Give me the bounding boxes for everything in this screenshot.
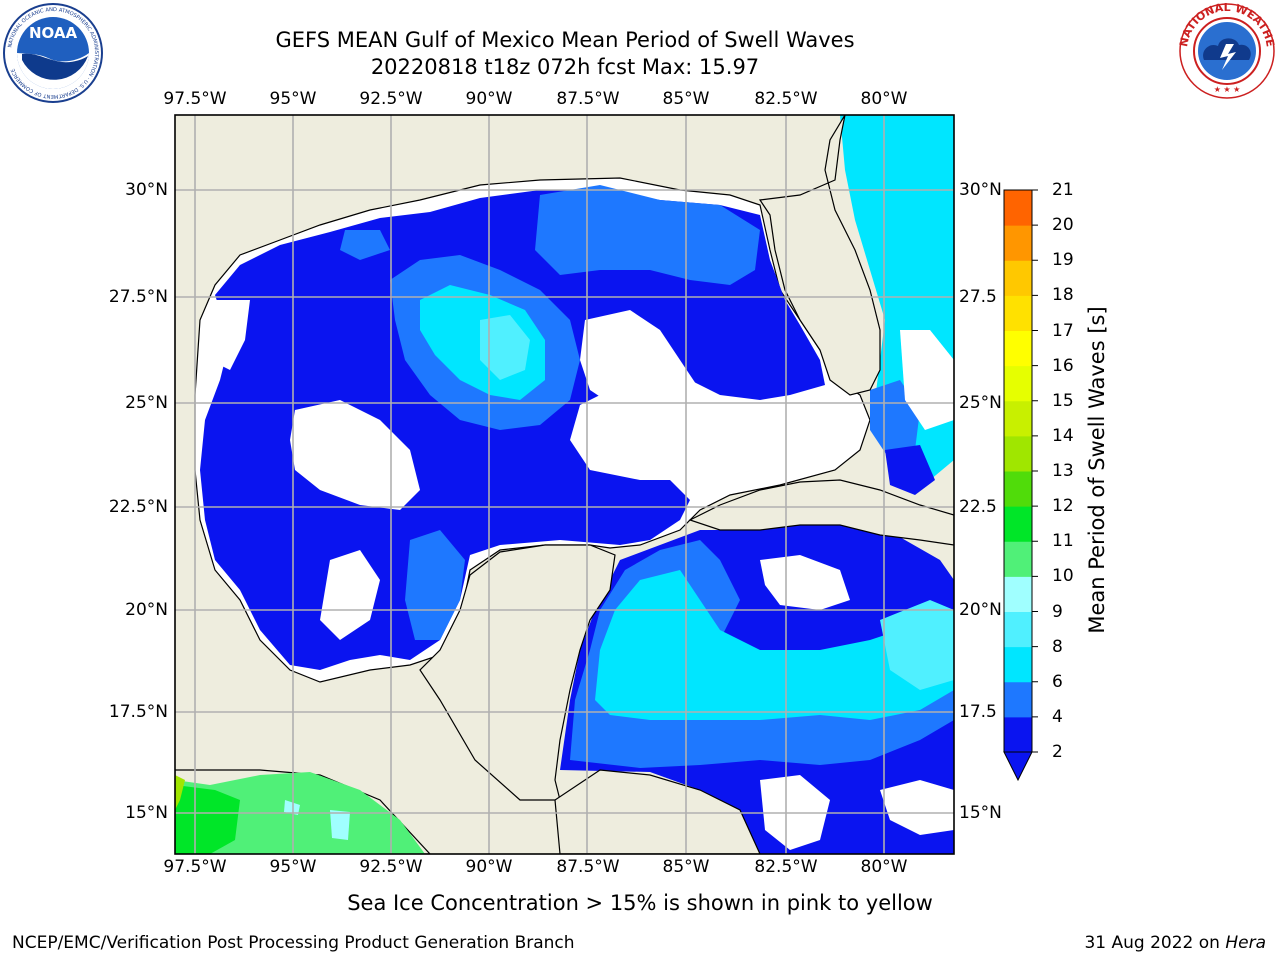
colorbar-tick-label: 11 <box>1052 531 1074 552</box>
swell-6-8s-caribbean <box>595 570 954 720</box>
lat-label-right: 25°N <box>959 393 1002 413</box>
colorbar-segment <box>1004 365 1032 402</box>
colorbar-segment <box>1004 400 1032 437</box>
credit-left: NCEP/EMC/Verification Post Processing Pr… <box>12 933 575 953</box>
colorbar-tick-label: 9 <box>1052 601 1063 622</box>
lon-label-top: 97.5°W <box>163 89 227 109</box>
credit-right: 31 Aug 2022 on Hera <box>1084 933 1266 953</box>
cuba-land <box>688 479 954 546</box>
lat-label-left: 27.5°N <box>108 287 168 307</box>
lat-label-left: 17.5°N <box>108 702 168 722</box>
florida-land <box>758 115 881 396</box>
lat-label-right: 22.5 <box>959 497 997 517</box>
lon-label-bottom: 95°W <box>269 857 317 877</box>
colorbar-segment <box>1004 716 1032 753</box>
lon-label-top: 87.5°W <box>556 89 620 109</box>
colorbar-tick-label: 19 <box>1052 250 1074 271</box>
noaa-logo: NOAA NATIONAL OCEANIC AND ATMOSPHERIC AD… <box>3 3 103 103</box>
graticule <box>175 115 954 854</box>
colorbar-tick-label: 6 <box>1052 671 1063 692</box>
colorbar-tick-label: 21 <box>1052 180 1074 200</box>
noaa-logo-text: NOAA <box>29 24 78 42</box>
chart-title: GEFS MEAN Gulf of Mexico Mean Period of … <box>275 28 855 52</box>
colorbar-segment <box>1004 611 1032 648</box>
sea-ice-note-text: Sea Ice Concentration > 15% is shown in … <box>347 891 933 915</box>
chart-subtitle: 20220818 t18z 072h fcst Max: 15.97 <box>370 55 760 79</box>
lon-label-top: 85°W <box>662 89 710 109</box>
lat-label-left: 20°N <box>125 600 168 620</box>
colorbar-tick-label: 8 <box>1052 636 1063 657</box>
colorbar-segment <box>1004 646 1032 683</box>
nws-logo: NATIONAL WEATHER SERVICE ★ ★ ★ <box>1176 0 1277 99</box>
colorbar-tick-label: 16 <box>1052 355 1074 376</box>
swell-2-4s-gulf <box>200 190 825 670</box>
colorbar-segment <box>1004 435 1032 472</box>
colorbar-tick-label: 13 <box>1052 461 1074 481</box>
colorbar-tick-label: 17 <box>1052 320 1074 341</box>
lon-label-bottom: 80°W <box>860 857 908 877</box>
colorbar-tick-label: 15 <box>1052 390 1074 411</box>
colorbar-segment <box>1004 295 1032 331</box>
lon-label-bottom: 97.5°W <box>163 857 227 877</box>
colorbar <box>1003 189 1038 782</box>
lon-label-bottom: 92.5°W <box>359 857 423 877</box>
lat-label-right: 20°N <box>959 600 1002 620</box>
lon-label-top: 92.5°W <box>359 89 423 109</box>
lat-label-right: 30°N <box>959 180 1002 200</box>
svg-text:★ ★ ★: ★ ★ ★ <box>1214 85 1241 94</box>
colorbar-segment <box>1004 260 1032 296</box>
colorbar-label: Mean Period of Swell Waves [s] <box>1085 306 1109 634</box>
lon-label-bottom: 87.5°W <box>556 857 620 877</box>
colorbar-tick-label: 10 <box>1052 566 1074 587</box>
lon-label-top: 80°W <box>860 89 908 109</box>
lon-label-bottom: 85°W <box>662 857 710 877</box>
credit-host: Hera <box>1225 933 1266 953</box>
lat-label-left: 15°N <box>125 803 168 823</box>
colorbar-segment <box>1004 190 1032 226</box>
lon-label-top: 90°W <box>465 89 513 109</box>
colorbar-segment <box>1004 330 1032 367</box>
map-frame <box>174 114 955 855</box>
colorbar-segment <box>1004 576 1032 612</box>
lat-label-left: 25°N <box>125 393 168 413</box>
credit-date: 31 Aug 2022 on <box>1084 933 1226 953</box>
colorbar-segment <box>1004 541 1032 577</box>
lon-label-top: 95°W <box>269 89 317 109</box>
colorbar-tick-label: 12 <box>1052 496 1074 517</box>
lon-label-top: 82.5°W <box>754 89 818 109</box>
lat-label-right: 15°N <box>959 803 1002 823</box>
colorbar-extend-triangle <box>1003 751 1033 782</box>
colorbar-segment <box>1004 225 1032 261</box>
lat-label-right: 27.5 <box>959 287 997 307</box>
colorbar-tick-label: 2 <box>1052 742 1063 762</box>
lon-label-bottom: 82.5°W <box>754 857 818 877</box>
lat-label-left: 30°N <box>125 180 168 200</box>
colorbar-tick-label: 20 <box>1052 215 1074 236</box>
colorbar-tick-label: 4 <box>1052 706 1063 727</box>
lat-label-left: 22.5°N <box>108 497 168 517</box>
colorbar-tick-label: 14 <box>1052 425 1074 446</box>
colorbar-tick-label: 18 <box>1052 285 1074 306</box>
lon-label-bottom: 90°W <box>465 857 513 877</box>
colorbar-segment <box>1004 506 1032 542</box>
sea-ice-note: Sea Ice Concentration > 15% is shown in … <box>0 891 1280 915</box>
colorbar-segment <box>1004 471 1032 507</box>
yucatan-land <box>419 544 616 801</box>
colorbar-segment <box>1004 681 1032 718</box>
lat-label-right: 17.5 <box>959 702 997 722</box>
